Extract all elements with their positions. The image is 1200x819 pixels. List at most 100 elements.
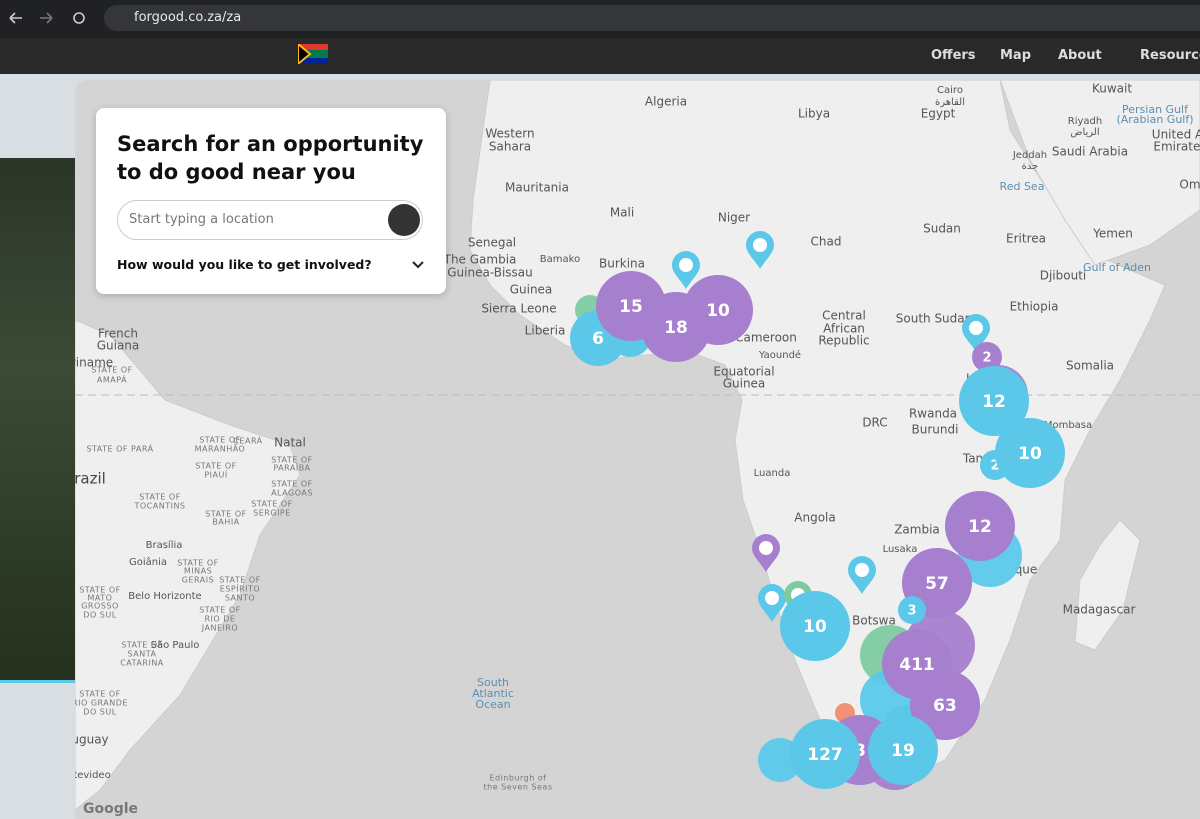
map-label: BAHIA <box>212 518 239 527</box>
nav-item[interactable]: About <box>1058 48 1102 63</box>
map-label: African <box>823 322 865 336</box>
map-label: São Paulo <box>151 640 200 651</box>
map-label: STATE OF <box>271 456 313 465</box>
map-label: DO SUL <box>83 708 116 717</box>
map-label: Guinea <box>510 283 553 297</box>
map-label: Goiânia <box>129 556 167 568</box>
map-label: STATE OF <box>177 559 219 568</box>
map-label: CATARINA <box>120 659 164 668</box>
cluster[interactable] <box>910 670 980 740</box>
map-label: razil <box>75 470 106 488</box>
hero-image <box>0 158 76 683</box>
search-button[interactable] <box>388 204 420 236</box>
map-label: Tan <box>962 452 983 466</box>
map-label: SANTA <box>128 650 157 659</box>
cluster-count: 10 <box>1018 444 1042 464</box>
map-label: STATE OF <box>199 606 241 615</box>
url-bar[interactable]: forgood.co.za/za <box>104 5 1200 31</box>
map-label: TOCANTINS <box>133 502 185 511</box>
map-label: Red Sea <box>1000 180 1045 193</box>
search-title: Search for an opportunity to do good nea… <box>117 132 424 184</box>
cluster-count: 6 <box>592 329 604 349</box>
map-label: JANEIRO <box>201 624 238 633</box>
map-label: riname <box>75 356 113 370</box>
map-label: MATO <box>88 594 113 603</box>
nav-item[interactable]: Resources <box>1140 48 1200 63</box>
map-label: MARANHÃO <box>195 444 246 454</box>
nav-item[interactable]: Offers <box>931 48 976 63</box>
cluster-count: 12 <box>968 517 992 537</box>
map-label: tevideo <box>75 770 111 781</box>
chevron <box>412 261 424 269</box>
map-label: Luanda <box>754 468 791 479</box>
map-label: Algeria <box>645 95 687 109</box>
map-label: STATE OF <box>91 366 133 375</box>
cluster[interactable] <box>780 591 850 661</box>
cluster-count: 127 <box>807 745 843 765</box>
map-label: Sierra Leone <box>481 302 556 316</box>
cluster-count: 15 <box>619 297 643 317</box>
map-label: Republic <box>818 334 869 348</box>
map-label: Somalia <box>1066 359 1114 373</box>
map-label: Senegal <box>468 236 516 250</box>
map-label: Cairo <box>937 85 963 96</box>
map-label: Sudan <box>923 222 961 236</box>
nav-item[interactable]: Map <box>1000 48 1032 63</box>
map-label: Belo Horizonte <box>128 591 201 602</box>
map-label: STATE OF <box>195 462 237 471</box>
map-label: Persian Gulf <box>1122 103 1189 116</box>
map-label: STATE OF <box>121 641 163 650</box>
map-label: Angola <box>794 511 835 525</box>
cluster[interactable] <box>959 366 1029 436</box>
cluster-count: 10 <box>706 301 730 321</box>
map-label: STATE OF <box>199 436 241 445</box>
map-label: Western <box>485 127 534 141</box>
map-label: Guinea <box>723 377 766 391</box>
cluster-count: 3 <box>907 604 916 619</box>
cluster-count: 2 <box>982 351 991 366</box>
map-label: Gulf of Aden <box>1083 261 1151 274</box>
location-input[interactable]: Start typing a location <box>117 200 423 240</box>
cluster-count: 63 <box>933 696 957 716</box>
map-label: uguay <box>75 733 109 747</box>
placeholder: Start typing a location <box>129 212 274 227</box>
map-label: ESPÍRITO <box>220 583 260 594</box>
map-label: جدة <box>1022 161 1039 172</box>
map-label: Mali <box>610 206 634 220</box>
cluster[interactable] <box>972 342 1002 372</box>
map-label: The Gambia <box>443 253 517 267</box>
cluster[interactable] <box>995 418 1065 488</box>
map-label: STATE OF <box>79 586 121 595</box>
cluster[interactable] <box>945 491 1015 561</box>
cluster[interactable] <box>641 292 711 362</box>
map-label: Kuwait <box>1092 82 1132 96</box>
browser-bar: forgood.co.za/za <box>0 0 1200 38</box>
map-label: Om <box>1179 178 1200 192</box>
map-label: French <box>98 327 138 341</box>
search-panel: Search for an opportunity to do good nea… <box>96 108 446 294</box>
cluster-count: 18 <box>664 318 688 338</box>
map-label: Saudi Arabia <box>1052 145 1128 159</box>
cluster[interactable] <box>868 715 938 785</box>
flag[interactable] <box>298 44 328 64</box>
map-label: Mombasa <box>1044 420 1092 431</box>
map-label: the Seven Seas <box>483 783 552 792</box>
map-label: Botswa <box>852 614 896 628</box>
cluster[interactable] <box>790 719 860 789</box>
map-label: que <box>1015 563 1038 577</box>
map-label: Bamako <box>540 254 580 265</box>
map-label: القاهرة <box>935 97 965 108</box>
browser-buttons[interactable] <box>0 0 100 38</box>
cluster[interactable] <box>898 596 926 624</box>
map-label: Edinburgh of <box>489 774 546 783</box>
map-label: Chad <box>811 235 842 249</box>
map-label: GERAIS <box>182 576 214 585</box>
map-label: STATE OF <box>271 480 313 489</box>
pin-hole <box>759 541 773 555</box>
involvement-dropdown[interactable]: How would you like to get involved? <box>117 257 372 272</box>
map-label: STATE OF <box>79 690 121 699</box>
map-label: Central <box>822 309 866 323</box>
map-label: RIO DE <box>205 615 236 624</box>
